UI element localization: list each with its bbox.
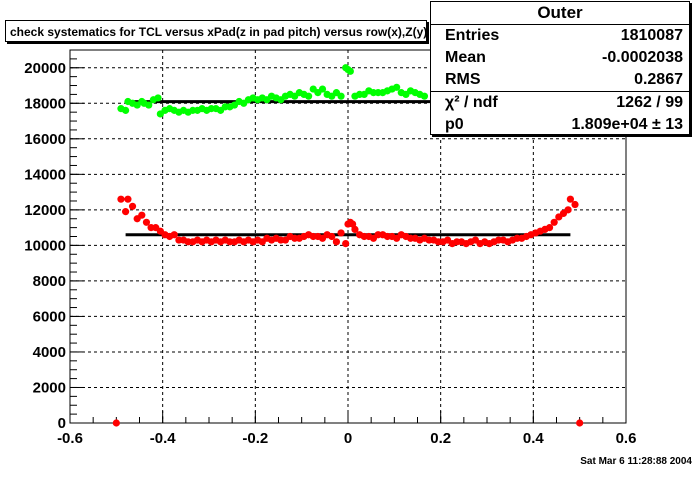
stat-value: 1.809e+04 ± 13 xyxy=(571,116,683,133)
data-point xyxy=(128,202,137,210)
series-green xyxy=(117,64,429,118)
footer-date: Sat Mar 6 11:28:88 2004 xyxy=(580,456,692,467)
stat-label: Mean xyxy=(445,49,486,66)
data-point xyxy=(420,92,429,100)
data-point xyxy=(154,94,162,102)
data-point xyxy=(332,238,341,246)
data-point xyxy=(305,92,313,100)
y-tick-label: 2000 xyxy=(33,379,66,396)
x-tick-label: 0.4 xyxy=(523,430,545,447)
data-point xyxy=(545,224,554,232)
y-tick-label: 6000 xyxy=(33,308,66,325)
stat-row-chi2: χ² / ndf 1262 / 99 xyxy=(431,91,689,114)
y-tick-label: 10000 xyxy=(24,237,66,254)
data-point xyxy=(170,231,178,239)
data-point xyxy=(328,232,336,241)
data-point xyxy=(142,218,151,226)
data-point xyxy=(112,419,120,427)
axes: -0.6 -0.4 -0.2 0 0.2 0.4 0.6 0 2000 4000 6000 8000 1… xyxy=(24,49,637,447)
data-point xyxy=(337,92,345,100)
series-red xyxy=(112,195,584,427)
data-point xyxy=(117,195,125,203)
y-tick-label: 14000 xyxy=(24,166,66,183)
stat-value: 1810087 xyxy=(620,27,683,44)
stat-value: 1262 / 99 xyxy=(616,94,683,111)
y-tick-label: 20000 xyxy=(24,60,66,77)
chart-title: check systematics for TCL versus xPad(z … xyxy=(5,20,494,42)
stat-row-rms: RMS 0.2867 xyxy=(431,69,689,91)
data-point xyxy=(342,240,350,248)
y-tick-label: 12000 xyxy=(24,202,66,219)
data-point xyxy=(550,218,558,226)
data-point xyxy=(145,101,153,109)
stat-row-entries: Entries 1810087 xyxy=(431,25,689,47)
x-tick-label: 0.6 xyxy=(616,430,637,447)
data-point xyxy=(351,225,359,233)
stat-label: p0 xyxy=(445,116,464,133)
y-tick-label: 18000 xyxy=(24,95,66,112)
data-point xyxy=(337,229,345,237)
x-tick-label: -0.2 xyxy=(242,430,268,447)
stats-box: Outer Entries 1810087 Mean -0.0002038 RM… xyxy=(430,1,690,135)
x-tick-label: 0.2 xyxy=(430,430,451,447)
data-point xyxy=(571,200,579,209)
stat-row-p0: p0 1.809e+04 ± 13 xyxy=(431,114,689,136)
data-point xyxy=(346,67,354,75)
data-point xyxy=(576,419,584,427)
stat-row-mean: Mean -0.0002038 xyxy=(431,47,689,69)
x-tick-label: 0 xyxy=(344,430,352,447)
data-point xyxy=(122,208,130,216)
y-tick-label: 8000 xyxy=(33,273,66,290)
data-point xyxy=(566,195,575,203)
data-point xyxy=(564,206,572,214)
data-point xyxy=(122,106,130,114)
data-point xyxy=(318,85,327,93)
stat-value: 0.2867 xyxy=(634,71,683,88)
y-tick-label: 0 xyxy=(58,415,66,432)
data-point xyxy=(138,211,146,219)
y-tick-label: 4000 xyxy=(33,344,66,361)
data-point xyxy=(124,195,132,203)
x-tick-label: -0.6 xyxy=(57,430,83,447)
stat-label: RMS xyxy=(445,71,481,88)
stat-label: χ² / ndf xyxy=(445,94,498,111)
stat-label: Entries xyxy=(445,27,500,44)
data-point xyxy=(393,83,401,91)
x-tick-label: -0.4 xyxy=(150,430,177,447)
stats-title: Outer xyxy=(431,2,689,25)
stat-value: -0.0002038 xyxy=(602,49,683,66)
y-tick-label: 16000 xyxy=(24,131,66,148)
